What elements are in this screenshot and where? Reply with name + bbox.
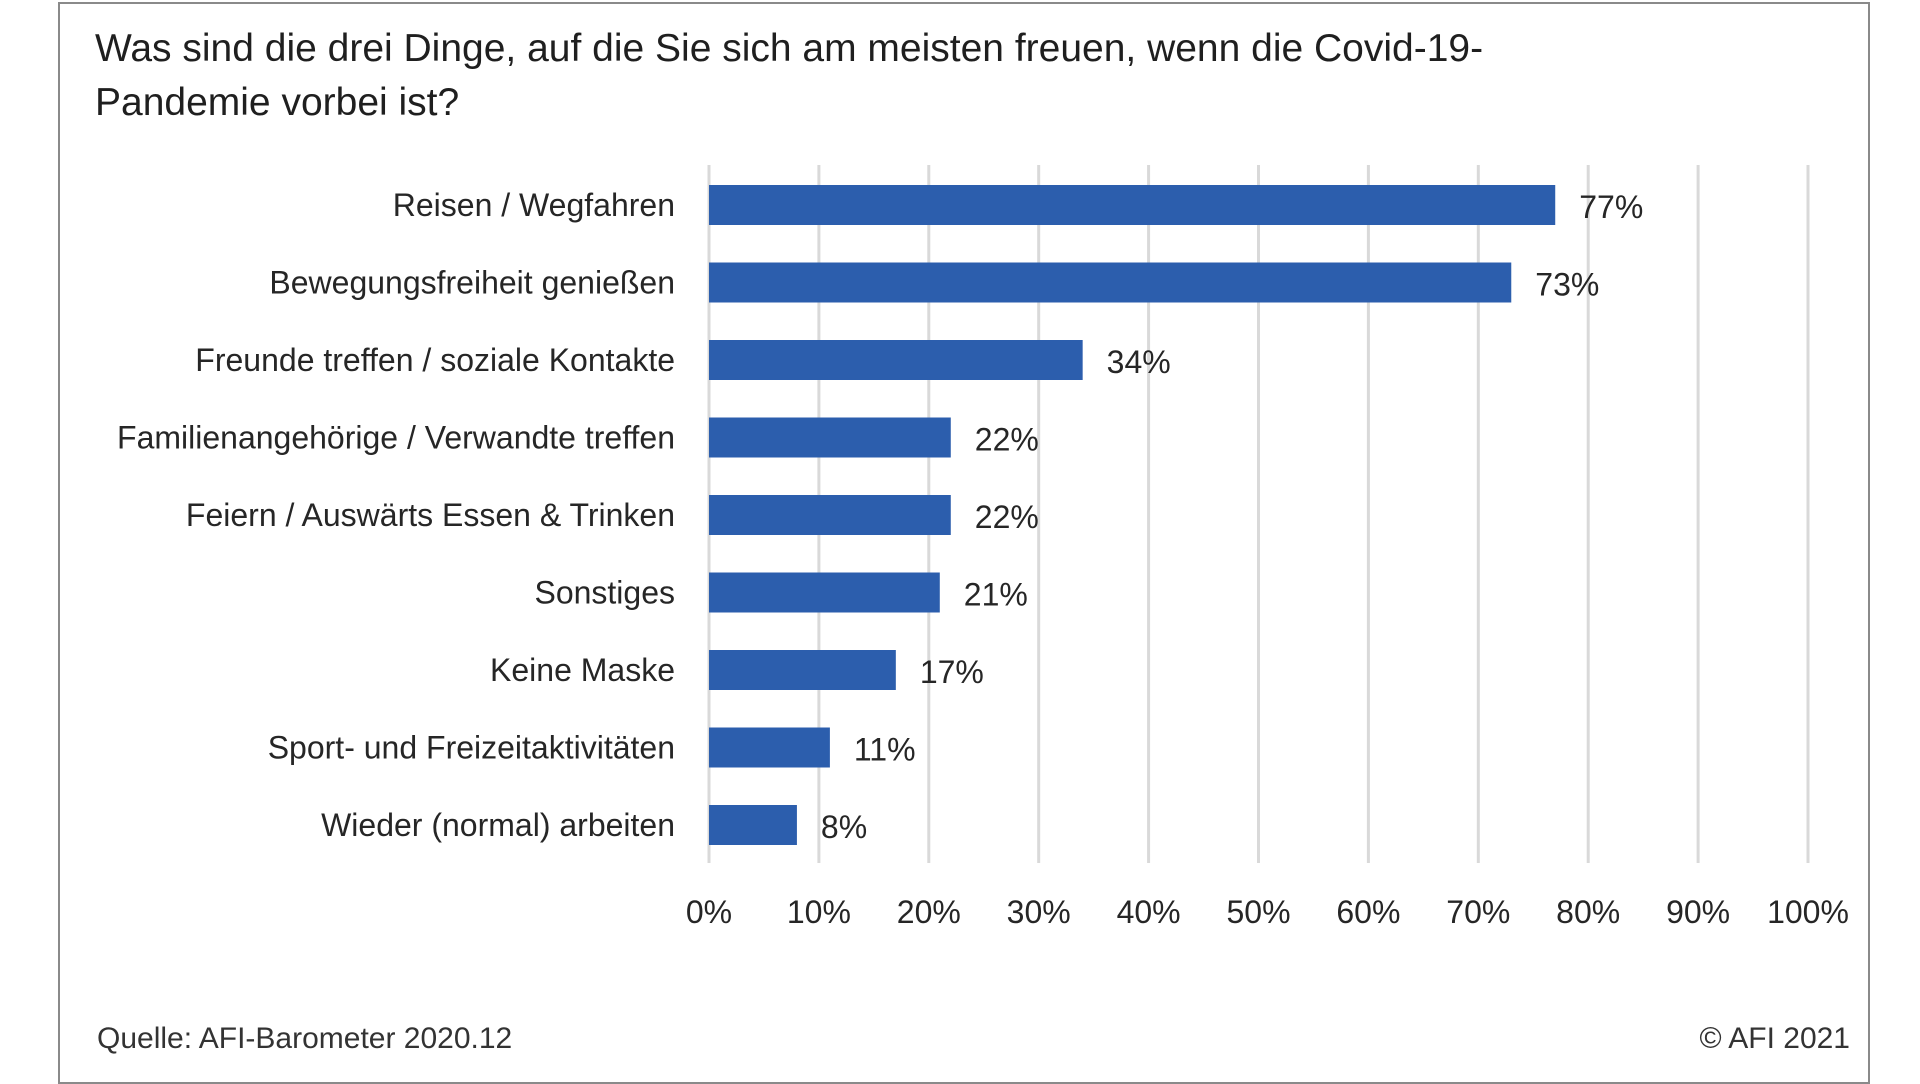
- bars: [709, 185, 1556, 845]
- bar: [709, 650, 896, 690]
- category-label: Familienangehörige / Verwandte treffen: [117, 420, 675, 456]
- x-tick-label: 40%: [1117, 894, 1181, 930]
- category-label: Keine Maske: [490, 652, 675, 688]
- x-tick-label: 90%: [1666, 894, 1730, 930]
- x-tick-label: 0%: [686, 894, 732, 930]
- category-label: Wieder (normal) arbeiten: [321, 807, 675, 843]
- value-label: 34%: [1107, 344, 1171, 380]
- value-label: 21%: [964, 577, 1028, 613]
- source-note: Quelle: AFI-Barometer 2020.12: [97, 1022, 513, 1055]
- chart-title: Was sind die drei Dinge, auf die Sie sic…: [95, 27, 1484, 124]
- value-label: 17%: [920, 654, 984, 690]
- x-tick-label: 50%: [1226, 894, 1290, 930]
- x-tick-label: 100%: [1767, 894, 1849, 930]
- x-tick-label: 70%: [1446, 894, 1510, 930]
- x-tick-label: 10%: [787, 894, 851, 930]
- bar: [709, 417, 951, 458]
- bar: [709, 340, 1083, 380]
- x-axis-ticks: 0% 10% 20% 30% 40% 50% 60% 70% 80% 90% 100%: [686, 894, 1849, 930]
- category-label: Bewegungsfreiheit genießen: [269, 265, 675, 301]
- x-tick-label: 20%: [897, 894, 961, 930]
- category-label: Reisen / Wegfahren: [393, 187, 675, 223]
- x-tick-label: 30%: [1007, 894, 1071, 930]
- value-label: 22%: [975, 422, 1039, 458]
- bar: [709, 572, 940, 613]
- bar: [709, 262, 1512, 303]
- value-label: 8%: [821, 809, 867, 845]
- category-labels: Reisen / Wegfahren Bewegungsfreiheit geni…: [117, 187, 675, 843]
- category-label: Feiern / Auswärts Essen & Trinken: [186, 497, 675, 533]
- chart-frame: [58, 2, 1870, 1084]
- value-label: 22%: [975, 499, 1039, 535]
- bar: [709, 495, 951, 535]
- value-labels: 77% 73% 34% 22% 22% 21% 17% 11% 8%: [821, 189, 1643, 845]
- x-tick-label: 60%: [1336, 894, 1400, 930]
- value-label: 73%: [1535, 267, 1599, 303]
- bar: [709, 185, 1556, 225]
- category-label: Sonstiges: [534, 575, 675, 611]
- value-label: 11%: [854, 732, 916, 768]
- bar: [709, 727, 830, 768]
- category-label: Freunde treffen / soziale Kontakte: [195, 342, 675, 378]
- category-label: Sport- und Freizeitaktivitäten: [268, 730, 675, 766]
- value-label: 77%: [1579, 189, 1643, 225]
- copyright-note: © AFI 2021: [1699, 1022, 1850, 1055]
- bar: [709, 805, 797, 845]
- x-tick-label: 80%: [1556, 894, 1620, 930]
